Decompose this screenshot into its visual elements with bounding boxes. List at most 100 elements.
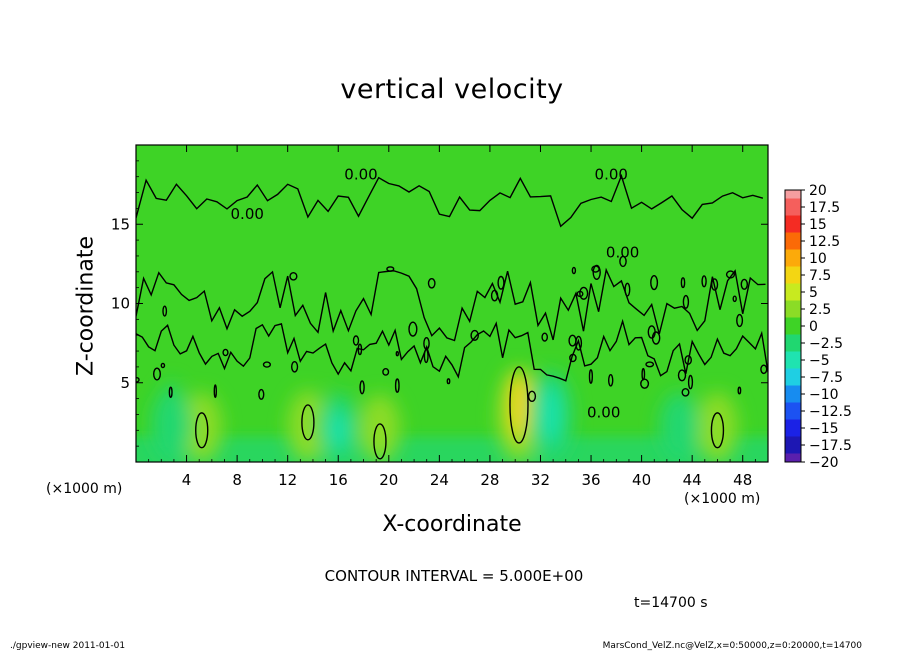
colorbar-label: 10 [809,251,827,267]
colorbar-label: 12.5 [809,234,840,250]
colorbar-label: 17.5 [809,200,840,216]
contour-island [541,332,549,342]
colorbar-swatch [785,453,801,462]
contour-island [262,361,272,368]
colorbar-swatch [785,334,801,352]
colorbar-swatch [785,436,801,454]
contour-interval-text: CONTOUR INTERVAL = 5.000E+00 [324,567,584,585]
colorbar-label: 5 [809,285,818,301]
contour-island [289,271,298,281]
contour-cell [710,412,725,449]
contour-island [408,321,418,337]
contour-island [650,275,659,291]
contour-lines [136,173,768,460]
contour-island [736,313,744,328]
contour-island [732,295,737,303]
colorbar-swatch [785,232,801,250]
x-tick-label: 20 [379,471,398,489]
colorbar-swatch [785,215,801,233]
time-label: t=14700 s [634,595,708,611]
contour-line-middle [136,267,766,342]
y-tick-label: 15 [111,215,130,233]
footer-right: MarsCond_VelZ.nc@VelZ,x=0:50000,z=0:2000… [602,641,862,651]
chart-title: vertical velocity [340,74,564,105]
contour-island [725,270,736,279]
contour-cell [301,404,315,441]
colorbar: 2017.51512.5107.552.50−2.5−5−7.5−10−12.5… [784,183,852,471]
contour-island [591,265,600,273]
contour-island [386,266,395,272]
colorbar-label: 15 [809,217,827,233]
x-tick-label: 12 [278,471,297,489]
contour-cell [509,366,529,444]
x-tick-label: 48 [733,471,752,489]
y-axis-unit: (×1000 m) [46,481,123,497]
colorbar-label: −15 [809,421,839,437]
velocity-cell-core [509,370,529,440]
colorbar-label: −7.5 [809,370,843,386]
x-axis-ticks: 4 8 12 16 20 24 28 32 36 40 44 48 [148,145,756,489]
contour-label: 0.00 [606,243,639,261]
contour-island [680,277,686,289]
contour-island [684,355,693,365]
y-axis-ticks: 5 10 15 [111,160,768,447]
contour-island [291,360,299,373]
contour-island [681,387,690,397]
contour-island [710,278,719,291]
x-tick-label: 40 [632,471,651,489]
contour-island [258,388,265,400]
colorbar-swatch [785,283,801,301]
colorbar-swatch [785,351,801,369]
contour-island [136,377,140,383]
contour-island [571,266,577,275]
colorbar-swatch [785,402,801,420]
x-axis-label: X-coordinate [382,512,522,537]
colorbar-label: 7.5 [809,268,831,284]
contour-island [490,289,499,302]
contour-island [682,294,690,309]
y-tick-label: 10 [111,295,130,313]
contour-island [740,278,748,290]
colorbar-label: 20 [809,183,827,199]
contour-island [608,373,614,387]
contour-cell [373,423,387,460]
colorbar-label: −5 [809,353,830,369]
colorbar-label: −17.5 [809,438,852,454]
contour-island [470,329,480,341]
contour-island [569,353,577,363]
contour-island [352,335,360,346]
x-tick-label: 8 [232,471,242,489]
contour-island [527,390,537,402]
contour-island [576,290,584,298]
contour-label: 0.00 [595,166,628,184]
contour-island [427,277,436,289]
contour-island [624,282,631,297]
contour-island [394,378,400,393]
contour-island [160,362,166,369]
colorbar-swatch [785,300,801,318]
heatmap-field [136,145,768,462]
contour-cell [195,412,209,449]
colorbar-label: −10 [809,387,839,403]
colorbar-swatch [785,317,801,335]
contour-label: 0.00 [231,205,264,223]
contour-island [619,255,627,268]
colorbar-swatch [785,249,801,267]
colorbar-swatch [785,385,801,403]
contour-island [222,348,229,357]
contour-island [701,275,707,288]
colorbar-label: −12.5 [809,404,852,420]
x-tick-label: 28 [480,471,499,489]
x-tick-label: 36 [581,471,600,489]
contour-island [162,305,168,317]
velocity-cell-outer [359,394,400,462]
contour-island [645,361,655,368]
colorbar-label: −2.5 [809,336,843,352]
colorbar-swatch [785,198,801,216]
footer-left: ./gpview-new 2011-01-01 [10,641,126,651]
contour-island [641,367,646,381]
x-tick-label: 24 [430,471,449,489]
contour-island [168,386,173,399]
